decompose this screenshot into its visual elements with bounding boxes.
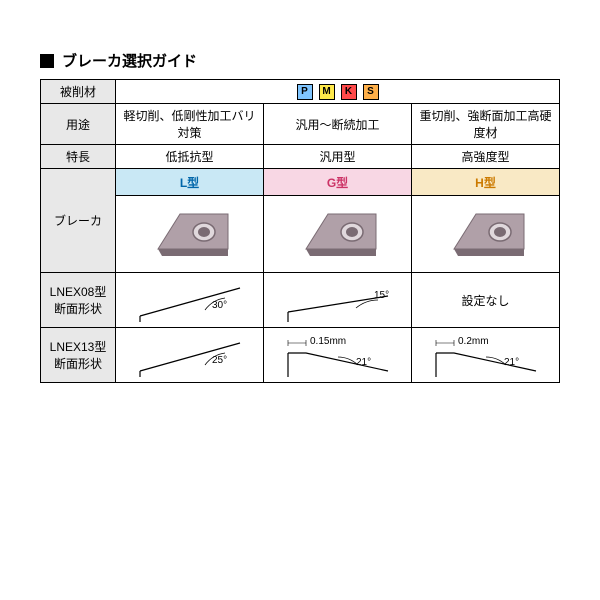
use-0: 軽切削、低剛性加工バリ対策 [116, 104, 264, 145]
cross-section-icon: 25° [130, 333, 250, 377]
use-2: 重切削、強断面加工高硬度材 [412, 104, 560, 145]
feature-1: 汎用型 [264, 145, 412, 169]
insert-icon [140, 204, 240, 264]
row-label-use: 用途 [41, 104, 116, 145]
row-label-lnex08: LNEX08型断面形状 [41, 273, 116, 328]
material-badge-S: S [363, 84, 379, 100]
row-label-feature: 特長 [41, 145, 116, 169]
svg-text:15°: 15° [374, 290, 389, 301]
guide-table: 被削材 PMKS 用途 軽切削、低剛性加工バリ対策 汎用～断続加工 重切削、強断… [40, 79, 560, 383]
feature-2: 高強度型 [412, 145, 560, 169]
type-label-2: H型 [412, 169, 560, 196]
type-label-1: G型 [264, 169, 412, 196]
title-row: ブレーカ選択ガイド [40, 50, 560, 71]
svg-text:21°: 21° [356, 357, 371, 368]
svg-text:0.15mm: 0.15mm [310, 336, 346, 347]
feature-0: 低抵抗型 [116, 145, 264, 169]
lnex13-2: 0.2mm 21° [412, 328, 560, 383]
row-label-material: 被削材 [41, 80, 116, 104]
title-square-icon [40, 54, 54, 68]
cross-text: 設定なし [461, 294, 509, 308]
lnex08-0: 30° [116, 273, 264, 328]
svg-text:25°: 25° [212, 355, 227, 366]
lnex08-2: 設定なし [412, 273, 560, 328]
cross-section-icon: 15° [278, 278, 398, 322]
breaker-img-2 [412, 196, 560, 273]
material-cell: PMKS [116, 80, 560, 104]
row-label-breaker: ブレーカ [41, 169, 116, 273]
svg-text:21°: 21° [504, 357, 519, 368]
material-badge-M: M [319, 84, 335, 100]
svg-text:30°: 30° [212, 300, 227, 311]
insert-icon [288, 204, 388, 264]
cross-section-icon: 30° [130, 278, 250, 322]
type-label-0: L型 [116, 169, 264, 196]
row-label-lnex13: LNEX13型断面形状 [41, 328, 116, 383]
lnex13-0: 25° [116, 328, 264, 383]
breaker-img-1 [264, 196, 412, 273]
cross-section-icon: 0.2mm 21° [426, 333, 546, 377]
use-1: 汎用～断続加工 [264, 104, 412, 145]
svg-text:0.2mm: 0.2mm [458, 336, 489, 347]
material-badge-P: P [297, 84, 313, 100]
lnex08-1: 15° [264, 273, 412, 328]
lnex13-1: 0.15mm 21° [264, 328, 412, 383]
cross-section-icon: 0.15mm 21° [278, 333, 398, 377]
title-text: ブレーカ選択ガイド [62, 50, 197, 71]
page: ブレーカ選択ガイド 被削材 PMKS 用途 軽切削、低剛性加工バリ対策 汎用～断… [0, 0, 600, 423]
material-badge-K: K [341, 84, 357, 100]
insert-icon [436, 204, 536, 264]
breaker-img-0 [116, 196, 264, 273]
